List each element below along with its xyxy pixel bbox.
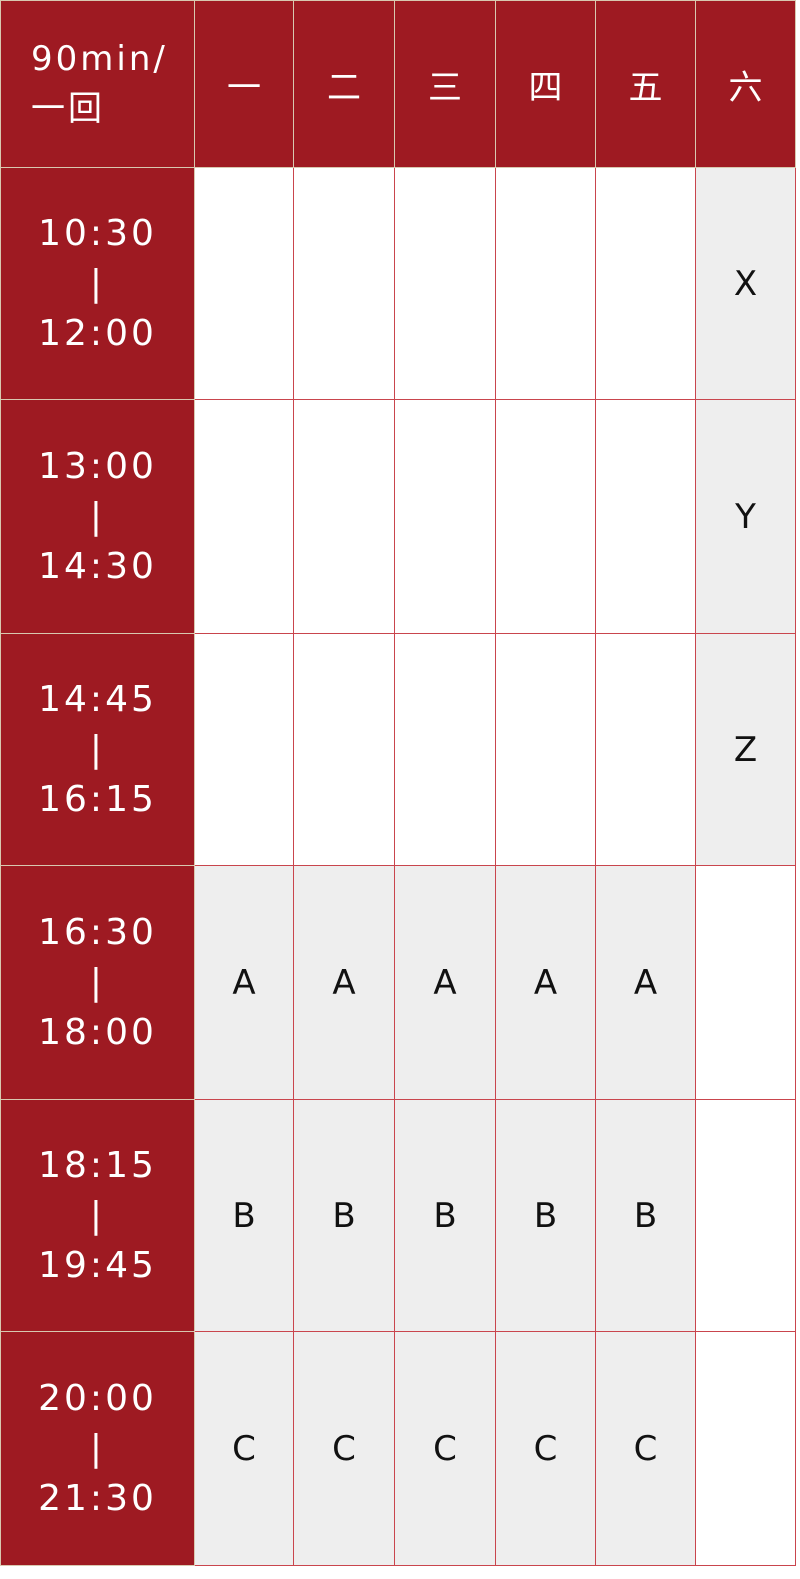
table-row: 14:45 | 16:15 Z bbox=[0, 633, 796, 866]
schedule-cell: Z bbox=[695, 633, 796, 866]
schedule-cell bbox=[293, 399, 395, 634]
start-time: 18:15 bbox=[38, 1144, 157, 1186]
duration-header: 90min/一回 bbox=[0, 0, 195, 168]
time-slot: 13:00 | 14:30 bbox=[0, 399, 195, 634]
schedule-cell bbox=[194, 399, 294, 634]
schedule-cell: A bbox=[293, 865, 395, 1100]
schedule-cell: A bbox=[194, 865, 294, 1100]
start-time: 14:45 bbox=[38, 678, 157, 720]
end-time: 12:00 bbox=[38, 312, 157, 354]
schedule-cell: X bbox=[695, 167, 796, 400]
schedule-cell bbox=[194, 633, 294, 866]
time-slot: 18:15 | 19:45 bbox=[0, 1099, 195, 1332]
schedule-cell: C bbox=[293, 1331, 395, 1566]
schedule-cell: B bbox=[293, 1099, 395, 1332]
schedule-cell bbox=[495, 167, 596, 400]
duration-label: 90min/ bbox=[31, 39, 168, 79]
start-time: 20:00 bbox=[38, 1377, 157, 1419]
time-separator: | bbox=[89, 961, 106, 1003]
schedule-cell: A bbox=[595, 865, 696, 1100]
schedule-cell bbox=[495, 399, 596, 634]
time-separator: | bbox=[89, 1427, 106, 1469]
end-time: 18:00 bbox=[38, 1011, 157, 1053]
per-session-label: 一回 bbox=[31, 89, 105, 129]
schedule-cell: B bbox=[394, 1099, 496, 1332]
day-header: 六 bbox=[695, 0, 796, 168]
day-header: 三 bbox=[394, 0, 496, 168]
schedule-cell bbox=[293, 167, 395, 400]
start-time: 10:30 bbox=[38, 212, 157, 254]
schedule-cell bbox=[595, 633, 696, 866]
schedule-cell bbox=[394, 167, 496, 400]
schedule-cell: B bbox=[595, 1099, 696, 1332]
schedule-cell: Y bbox=[695, 399, 796, 634]
schedule-cell: C bbox=[394, 1331, 496, 1566]
header-row: 90min/一回 一 二 三 四 五 六 bbox=[0, 0, 796, 168]
table-row: 16:30 | 18:00 A A A A A bbox=[0, 865, 796, 1100]
day-header: 五 bbox=[595, 0, 696, 168]
time-separator: | bbox=[89, 728, 106, 770]
schedule-cell: B bbox=[194, 1099, 294, 1332]
schedule-cell: C bbox=[595, 1331, 696, 1566]
time-slot: 10:30 | 12:00 bbox=[0, 167, 195, 400]
schedule-cell bbox=[695, 865, 796, 1100]
schedule-cell: A bbox=[394, 865, 496, 1100]
day-header: 四 bbox=[495, 0, 596, 168]
schedule-cell: A bbox=[495, 865, 596, 1100]
table-row: 18:15 | 19:45 B B B B B bbox=[0, 1099, 796, 1332]
schedule-cell bbox=[495, 633, 596, 866]
time-slot: 20:00 | 21:30 bbox=[0, 1331, 195, 1566]
end-time: 14:30 bbox=[38, 545, 157, 587]
end-time: 19:45 bbox=[38, 1244, 157, 1286]
schedule-cell bbox=[194, 167, 294, 400]
time-slot: 14:45 | 16:15 bbox=[0, 633, 195, 866]
schedule-cell bbox=[293, 633, 395, 866]
end-time: 16:15 bbox=[38, 778, 157, 820]
time-separator: | bbox=[89, 1194, 106, 1236]
time-separator: | bbox=[89, 495, 106, 537]
schedule-cell: C bbox=[194, 1331, 294, 1566]
schedule-cell bbox=[695, 1331, 796, 1566]
schedule-cell bbox=[394, 399, 496, 634]
schedule-cell bbox=[394, 633, 496, 866]
schedule-cell bbox=[595, 167, 696, 400]
time-slot: 16:30 | 18:00 bbox=[0, 865, 195, 1100]
start-time: 13:00 bbox=[38, 445, 157, 487]
schedule-cell: B bbox=[495, 1099, 596, 1332]
day-header: 二 bbox=[293, 0, 395, 168]
day-header: 一 bbox=[194, 0, 294, 168]
end-time: 21:30 bbox=[38, 1477, 157, 1519]
schedule-cell bbox=[595, 399, 696, 634]
time-separator: | bbox=[89, 262, 106, 304]
table-row: 20:00 | 21:30 C C C C C bbox=[0, 1331, 796, 1566]
schedule-cell bbox=[695, 1099, 796, 1332]
table-row: 10:30 | 12:00 X bbox=[0, 167, 796, 400]
start-time: 16:30 bbox=[38, 911, 157, 953]
schedule-cell: C bbox=[495, 1331, 596, 1566]
table-row: 13:00 | 14:30 Y bbox=[0, 399, 796, 634]
